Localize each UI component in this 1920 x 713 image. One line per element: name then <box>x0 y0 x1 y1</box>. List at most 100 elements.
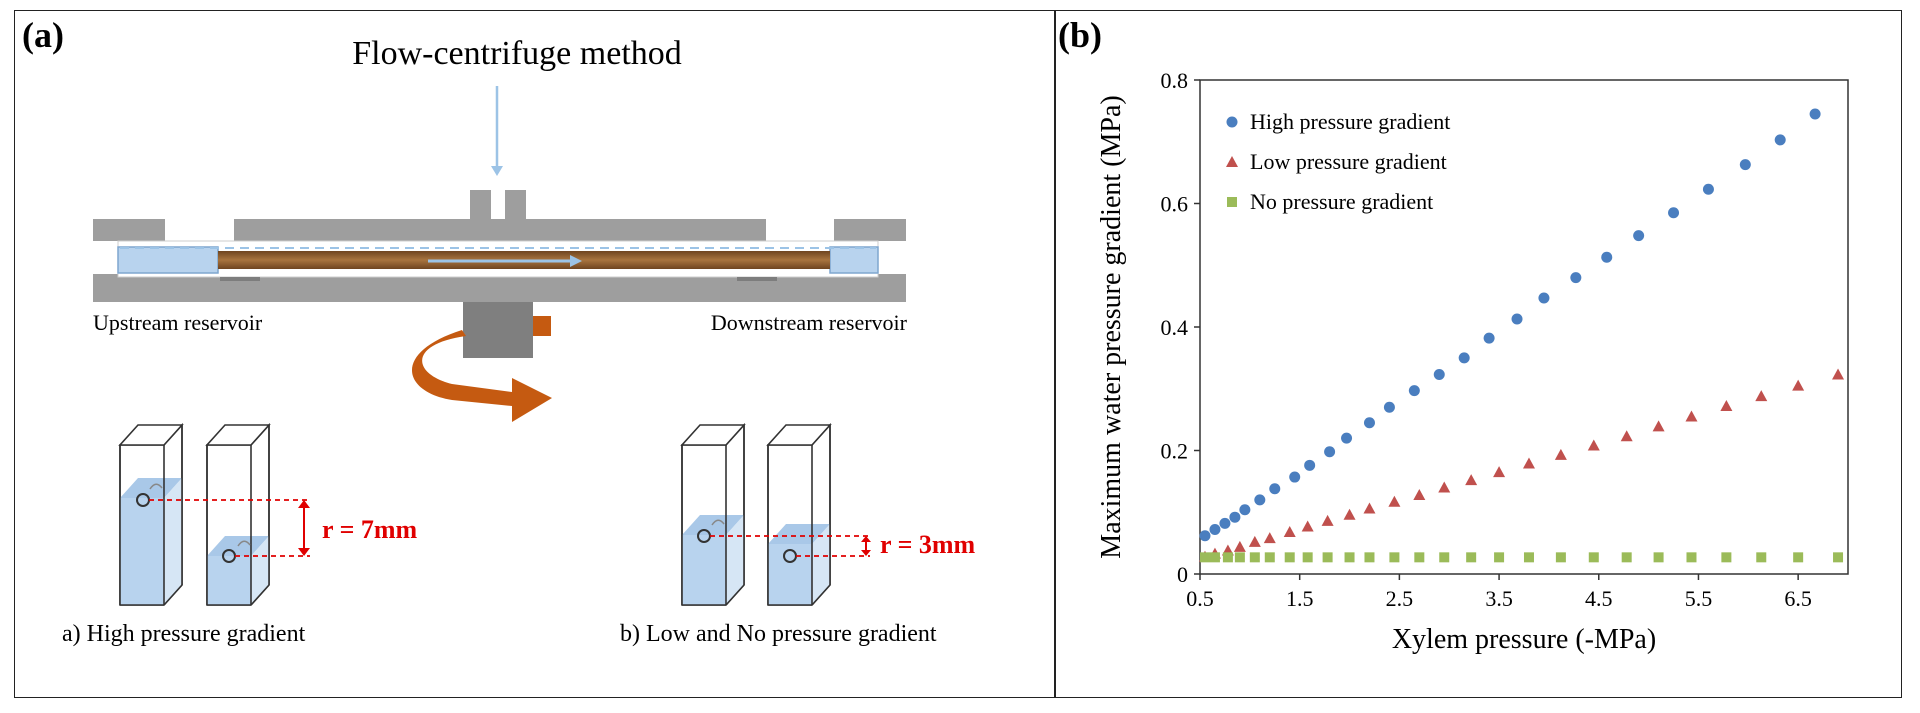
no-pressure-gradient-point <box>1555 552 1566 563</box>
upstream-water <box>117 246 219 274</box>
high-pressure-gradient-point <box>1341 432 1353 444</box>
no-pressure-gradient-point <box>1494 552 1505 563</box>
high-pressure-gradient-point <box>1774 134 1786 146</box>
x-axis-label: Xylem pressure (-MPa) <box>1392 624 1656 655</box>
y-tick-label: 0.4 <box>1161 315 1189 340</box>
no-pressure-gradient-point <box>1222 552 1233 563</box>
high-pressure-gradient-point <box>1383 401 1395 413</box>
no-pressure-gradient-point <box>1249 552 1260 563</box>
low-pressure-gradient-point <box>1620 430 1633 442</box>
high-pressure-gradient-point <box>1408 385 1420 397</box>
low-pressure-gradient-point <box>1301 520 1314 532</box>
meniscus-a1 <box>149 483 163 490</box>
downstream-label: Downstream reservoir <box>711 310 908 335</box>
panel-divider <box>1054 10 1056 698</box>
cuvette-b2 <box>766 422 832 606</box>
high-pressure-gradient-point <box>1219 517 1231 529</box>
no-pressure-gradient-point <box>1523 552 1534 563</box>
no-pressure-gradient-point <box>1209 552 1220 563</box>
high-pressure-gradient-point <box>1324 446 1336 458</box>
low-pressure-gradient-point <box>1343 508 1356 520</box>
low-pressure-gradient-point <box>1792 379 1805 391</box>
x-tick-label: 4.5 <box>1585 586 1613 611</box>
low-pressure-gradient-point <box>1493 466 1506 478</box>
low-pressure-gradient-point <box>1685 410 1698 422</box>
no-pressure-gradient-point <box>1302 552 1313 563</box>
case-b-label: b) Low and No pressure gradient <box>620 621 937 647</box>
low-pressure-gradient-point <box>1321 514 1334 526</box>
upstream-seal <box>220 277 260 281</box>
rotor-housing <box>93 190 906 302</box>
flow-arrow-head <box>570 255 582 267</box>
low-pressure-gradient-point <box>1263 532 1276 544</box>
no-pressure-gradient-point <box>1466 552 1477 563</box>
no-pressure-gradient-point <box>1793 552 1804 563</box>
no-pressure-gradient-point <box>1653 552 1664 563</box>
no-pressure-gradient-point <box>1344 552 1355 563</box>
case-a-label: a) High pressure gradient <box>62 621 306 647</box>
y-tick-label: 0.6 <box>1161 192 1189 217</box>
no-pressure-gradient-point <box>1621 552 1632 563</box>
high-pressure-gradient-point <box>1739 159 1751 171</box>
no-pressure-gradient-point <box>1389 552 1400 563</box>
low-pressure-gradient-point <box>1720 400 1733 412</box>
high-pressure-gradient-point <box>1289 471 1301 483</box>
high-pressure-gradient-point <box>1269 483 1281 495</box>
high-pressure-gradient-point <box>1668 207 1680 219</box>
no-pressure-gradient-point <box>1588 552 1599 563</box>
high-pressure-gradient-point <box>1209 524 1221 536</box>
no-pressure-gradient-point <box>1199 552 1210 563</box>
downstream-water <box>829 246 879 274</box>
spindle-key <box>533 316 551 336</box>
high-pressure-gradient-point <box>1538 292 1550 304</box>
no-pressure-gradient-point <box>1833 552 1844 563</box>
cuvette-a2 <box>205 422 271 606</box>
x-tick-label: 1.5 <box>1286 586 1314 611</box>
panel-a-label: (a) <box>22 15 64 55</box>
rotation-arrow <box>412 330 552 422</box>
high-pressure-gradient-point <box>1570 272 1582 284</box>
method-title: Flow-centrifuge method <box>352 35 682 72</box>
no-pressure-gradient-point <box>1756 552 1767 563</box>
no-pressure-gradient-point <box>1364 552 1375 563</box>
legend-low-pressure-gradient-label: Low pressure gradient <box>1250 149 1447 174</box>
panel-a-diagram: Flow-centrifuge method Upstream reservoi… <box>62 35 976 647</box>
legend-high-pressure-gradient-marker <box>1226 116 1238 128</box>
low-pressure-gradient-point <box>1438 481 1451 493</box>
low-pressure-gradient-point <box>1554 448 1567 460</box>
pressure-gradient-chart: 0.5 1.5 2.5 3.5 4.5 5.5 6.5 0 0.2 0.4 0.6 0.8 Xylem … <box>1096 68 1849 655</box>
low-pressure-gradient-point <box>1587 439 1600 451</box>
y-tick-label: 0 <box>1177 562 1188 587</box>
no-pressure-gradient-point <box>1322 552 1333 563</box>
high-pressure-gradient-point <box>1254 494 1266 506</box>
r-high-label: r = 7mm <box>322 515 418 544</box>
low-pressure-gradient-point <box>1363 502 1376 514</box>
y-tick-label: 0.2 <box>1161 439 1189 464</box>
high-pressure-gradient-point <box>1458 352 1470 364</box>
high-pressure-gradient-point <box>1633 230 1645 242</box>
high-pressure-gradient-point <box>1304 459 1316 471</box>
low-pressure-gradient-point <box>1388 495 1401 507</box>
high-pressure-gradient-point <box>1433 369 1445 381</box>
low-pressure-gradient-point <box>1233 540 1246 552</box>
spindle <box>463 302 533 358</box>
no-pressure-gradient-point <box>1234 552 1245 563</box>
low-pressure-gradient-point <box>1522 457 1535 469</box>
no-pressure-gradient-point <box>1721 552 1732 563</box>
x-tick-label: 6.5 <box>1784 586 1812 611</box>
no-pressure-gradient-point <box>1264 552 1275 563</box>
meniscus-a2 <box>237 540 251 547</box>
cuvette-a1 <box>118 422 184 606</box>
y-tick-label: 0.8 <box>1161 68 1189 93</box>
inlet-arrow-head <box>491 166 503 176</box>
upstream-label: Upstream reservoir <box>93 310 263 335</box>
low-pressure-gradient-point <box>1652 420 1665 432</box>
high-pressure-gradient-point <box>1199 530 1211 542</box>
low-pressure-gradient-point <box>1465 474 1478 486</box>
legend-low-pressure-gradient-marker <box>1226 156 1238 167</box>
cuvette-b1 <box>680 422 746 606</box>
high-pressure-gradient-point <box>1601 251 1613 263</box>
panel-b-label: (b) <box>1058 15 1102 55</box>
low-pressure-gradient-point <box>1248 535 1261 547</box>
low-pressure-gradient-point <box>1283 526 1296 538</box>
